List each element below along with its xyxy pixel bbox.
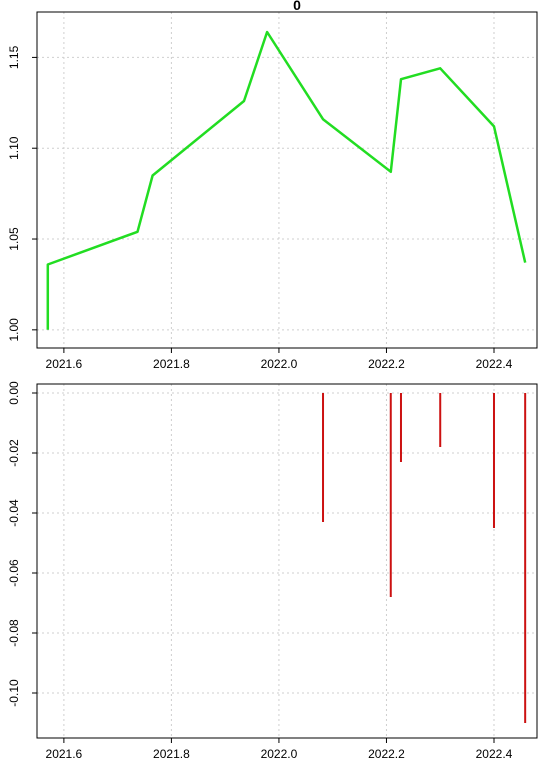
y-tick-label: -0.08: [7, 619, 21, 647]
y-tick-label: 1.15: [7, 45, 21, 69]
x-tick-label: 2022.4: [476, 747, 513, 761]
x-tick-label: 2021.6: [46, 357, 83, 371]
y-tick-label: 0.00: [7, 381, 21, 405]
x-tick-label: 2022.0: [261, 747, 298, 761]
plot-frame: [36, 11, 538, 349]
series-line: [46, 30, 527, 330]
plot-frame: [36, 383, 538, 739]
bottom-drawdown-chart: 2021.6 2021.8 2022.0 2022.2 2022.4 0.00 -0.02 -…: [7, 381, 538, 761]
y-tick-label: -0.02: [7, 439, 21, 467]
x-tick-label: 2022.0: [261, 357, 298, 371]
y-tick-label: 1.00: [7, 318, 21, 342]
y-tick-label: -0.06: [7, 559, 21, 587]
x-tick-label: 2022.2: [368, 357, 405, 371]
y-tick-label: -0.04: [7, 499, 21, 527]
top-line-chart: 2021.6 2021.8 2022.0 2022.2 2022.4 1.00 1.05 1.…: [7, 0, 538, 371]
x-tick-label: 2022.4: [476, 357, 513, 371]
x-tick-label: 2021.6: [46, 747, 83, 761]
y-tick-label: 1.05: [7, 227, 21, 251]
y-tick-label: 1.10: [7, 136, 21, 160]
x-tick-label: 2022.2: [368, 747, 405, 761]
chart-title: 0: [293, 0, 301, 13]
y-tick-label: -0.10: [7, 679, 21, 707]
x-tick-label: 2021.8: [153, 747, 190, 761]
x-tick-label: 2021.8: [153, 357, 190, 371]
